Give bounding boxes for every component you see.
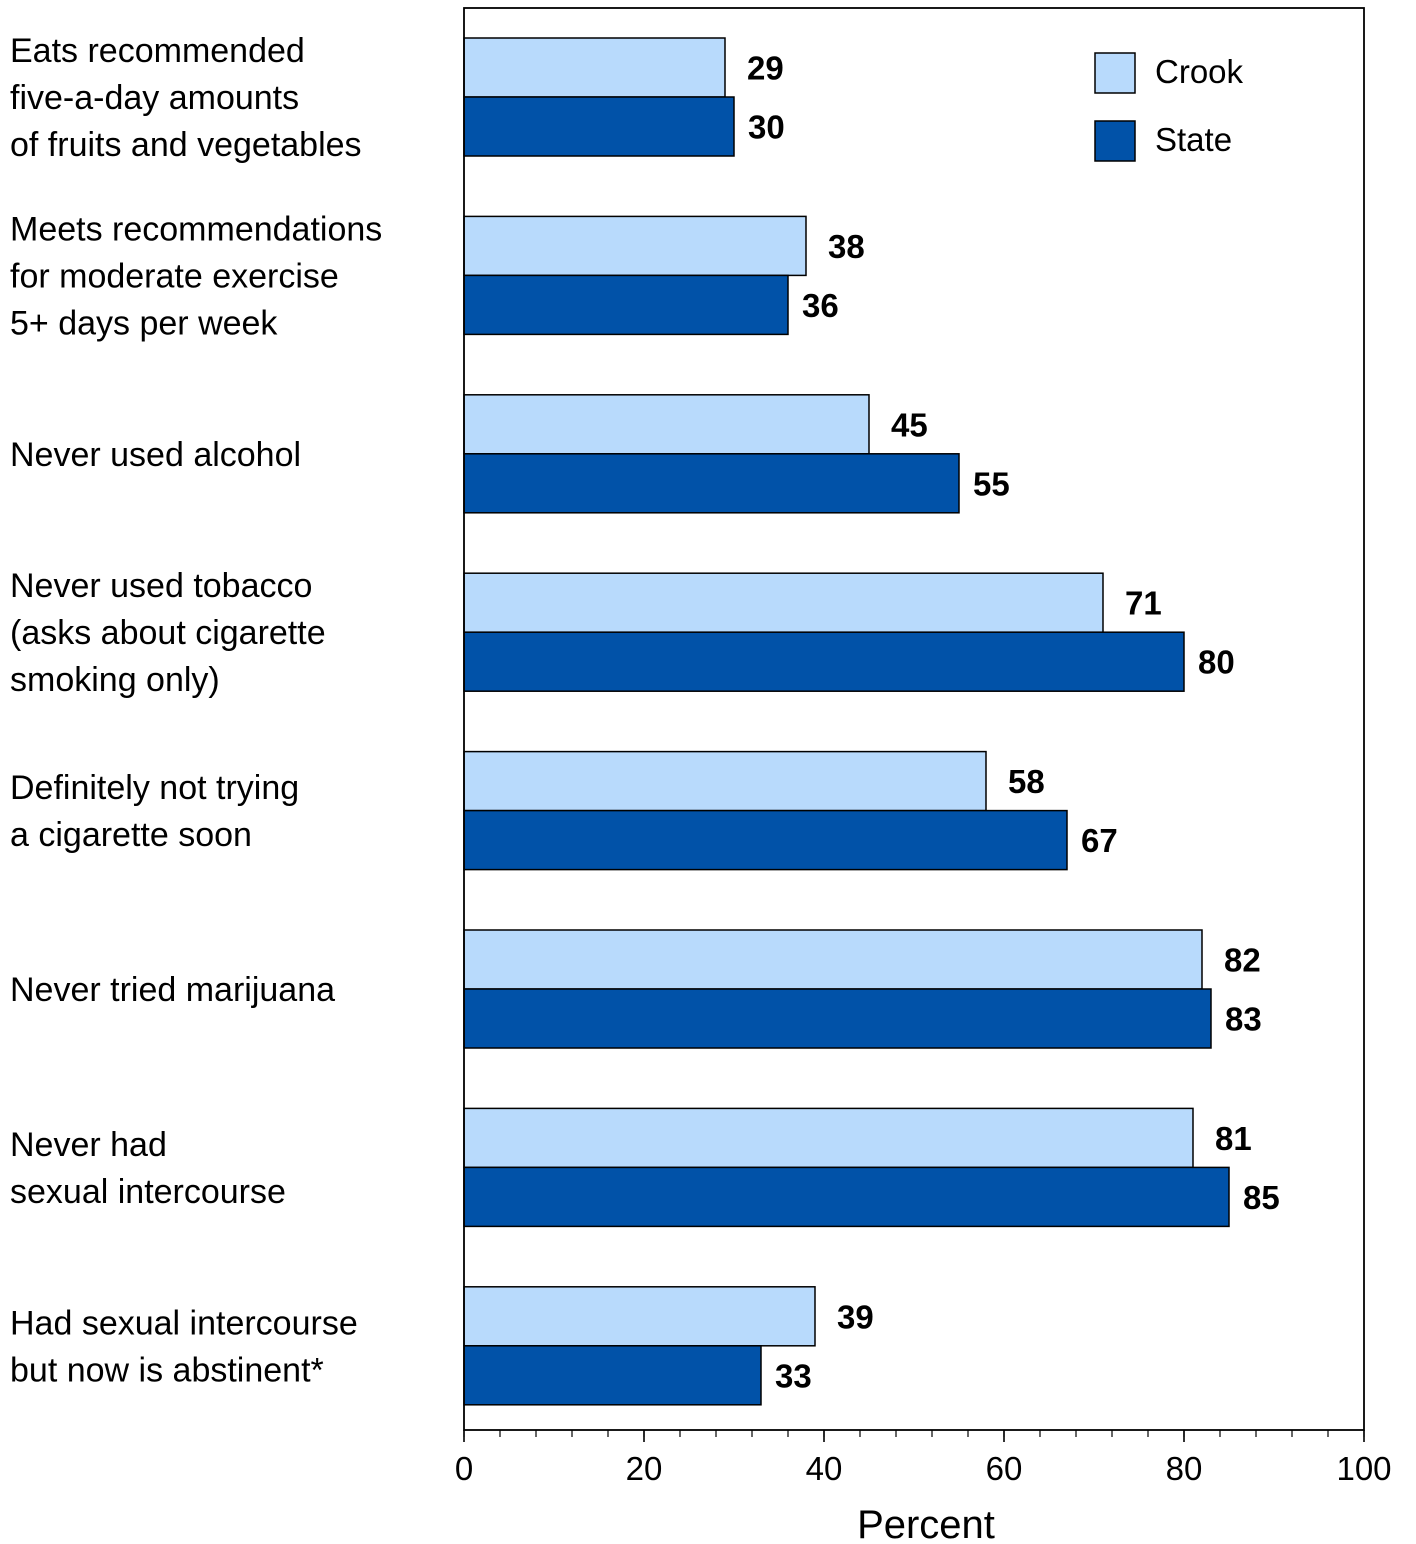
bars-layer [463, 37, 1230, 1406]
data-label-crook-6: 82 [1224, 942, 1261, 979]
bar-state-2 [463, 274, 789, 336]
bar-crook-6 [463, 929, 1203, 990]
legend: Crook State [1094, 52, 1244, 162]
x-tick-label-80: 80 [1166, 1450, 1203, 1487]
data-label-state-5: 67 [1081, 822, 1118, 859]
bar-crook-3 [463, 394, 870, 455]
category-label-3: Never used alcohol [10, 436, 301, 474]
data-label-crook-2: 38 [828, 228, 865, 265]
bar-state-1 [463, 96, 735, 157]
data-label-crook-8: 39 [837, 1298, 874, 1335]
x-tick-label-60: 60 [986, 1450, 1023, 1487]
legend-label-state: State [1155, 121, 1232, 158]
bar-state-5 [463, 809, 1068, 871]
bar-crook-4 [463, 572, 1104, 633]
category-label-4: Never used tobacco (asks about cigarette s… [10, 567, 326, 699]
x-tick-label-20: 20 [626, 1450, 663, 1487]
data-label-state-8: 33 [775, 1357, 812, 1394]
bar-crook-8 [463, 1286, 816, 1347]
data-label-state-1: 30 [748, 109, 785, 146]
bar-state-3 [463, 453, 960, 514]
legend-swatch-crook [1094, 52, 1136, 94]
plot-frame [463, 7, 1365, 1431]
bar-state-4 [463, 631, 1185, 692]
data-label-state-4: 80 [1198, 644, 1235, 681]
bar-state-6 [463, 988, 1212, 1049]
data-label-crook-1: 29 [747, 50, 784, 87]
bar-crook-2 [463, 215, 807, 277]
bar-state-7 [463, 1166, 1230, 1228]
category-label-5: Definitely not trying a cigarette soon [10, 769, 299, 854]
x-tick-label-40: 40 [806, 1450, 843, 1487]
category-label-1: Eats recommended five-a-day amounts of fru… [10, 32, 362, 164]
x-tick-label-0: 0 [455, 1450, 473, 1487]
data-label-state-3: 55 [973, 465, 1010, 502]
data-label-state-2: 36 [802, 287, 839, 324]
data-label-state-7: 85 [1243, 1179, 1280, 1216]
category-label-8: Had sexual intercourse but now is abstine… [10, 1304, 358, 1389]
axis-layer: 0 20 40 60 80 100 [455, 7, 1392, 1487]
bar-crook-7 [463, 1107, 1194, 1169]
category-label-6: Never tried marijuana [10, 971, 335, 1009]
legend-swatch-state [1094, 120, 1136, 162]
labels-layer: 29 30 Eats recommended five-a-day amounts of… [10, 32, 1280, 1394]
category-label-2: Meets recommendations for moderate exerci… [10, 210, 382, 342]
bar-crook-5 [463, 750, 987, 812]
bar-crook-1 [463, 37, 726, 98]
data-label-crook-4: 71 [1125, 585, 1162, 622]
data-label-crook-5: 58 [1008, 763, 1045, 800]
x-tick-label-100: 100 [1336, 1450, 1391, 1487]
bar-state-8 [463, 1345, 762, 1406]
data-label-state-6: 83 [1225, 1001, 1262, 1038]
x-axis-title: Percent [857, 1503, 995, 1544]
data-label-crook-3: 45 [891, 406, 928, 443]
legend-label-crook: Crook [1155, 53, 1244, 90]
data-label-crook-7: 81 [1215, 1120, 1252, 1157]
category-label-7: Never had sexual intercourse [10, 1126, 286, 1211]
